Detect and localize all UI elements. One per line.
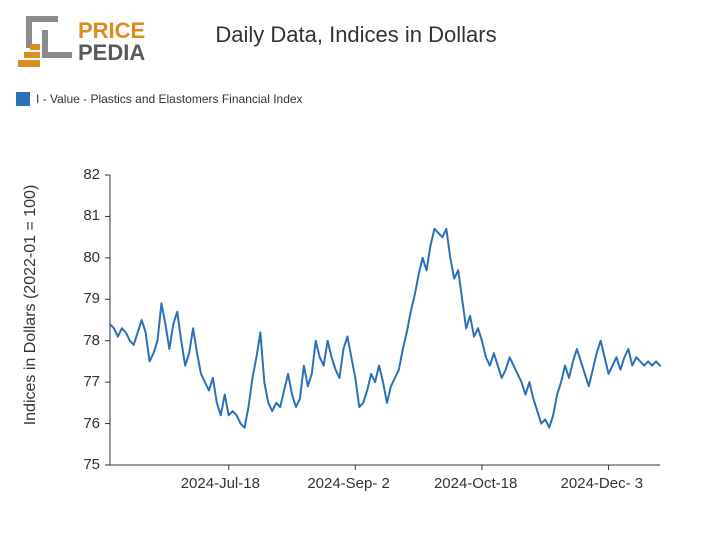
y-axis-label: Indices in Dollars (2022-01 = 100)	[22, 145, 40, 465]
legend-label: I - Value - Plastics and Elastomers Fina…	[36, 92, 303, 106]
x-tick-label: 2024-Sep- 2	[307, 475, 390, 492]
y-tick-label: 80	[65, 249, 100, 266]
y-tick-label: 78	[65, 332, 100, 349]
y-tick-label: 76	[65, 415, 100, 432]
y-tick-label: 77	[65, 373, 100, 390]
line-chart	[100, 165, 670, 475]
chart-title: Daily Data, Indices in Dollars	[0, 22, 712, 48]
legend: I - Value - Plastics and Elastomers Fina…	[16, 92, 303, 106]
x-tick-label: 2024-Dec- 3	[561, 475, 644, 492]
x-tick-label: 2024-Oct-18	[434, 475, 517, 492]
y-tick-label: 75	[65, 456, 100, 473]
legend-color-icon	[16, 92, 30, 106]
series-line	[110, 229, 660, 428]
y-tick-label: 82	[65, 166, 100, 183]
y-tick-label: 81	[65, 207, 100, 224]
y-tick-label: 79	[65, 290, 100, 307]
legend-swatch	[16, 92, 30, 106]
x-tick-label: 2024-Jul-18	[181, 475, 260, 492]
axes	[105, 175, 660, 470]
